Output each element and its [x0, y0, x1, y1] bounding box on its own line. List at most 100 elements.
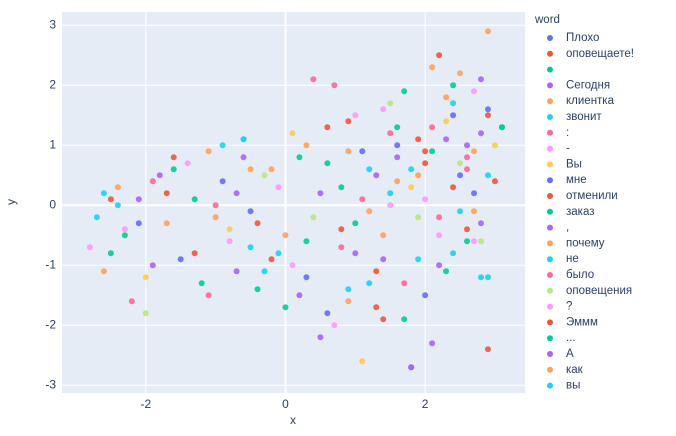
- point: [436, 232, 443, 239]
- legend-title: word: [534, 14, 560, 26]
- point: [114, 184, 121, 191]
- point: [247, 244, 254, 251]
- point: [268, 256, 275, 263]
- legend-marker: [547, 193, 553, 199]
- point: [415, 214, 422, 221]
- point: [429, 340, 436, 347]
- point: [387, 190, 394, 197]
- point: [345, 118, 352, 125]
- point: [387, 100, 394, 107]
- point: [247, 208, 254, 215]
- point: [205, 148, 212, 155]
- point: [484, 106, 491, 113]
- point: [471, 208, 478, 215]
- legend-label: Вы: [566, 158, 582, 170]
- point: [121, 232, 128, 239]
- point: [303, 142, 310, 149]
- legend-marker: [547, 240, 553, 247]
- point: [114, 202, 121, 209]
- point: [352, 220, 359, 227]
- point: [261, 172, 268, 179]
- legend-marker: [547, 303, 553, 310]
- y-tick-label: -1: [45, 257, 56, 271]
- point: [478, 238, 485, 245]
- y-axis-label: y: [4, 199, 18, 205]
- point: [429, 124, 436, 131]
- point: [415, 136, 422, 143]
- point: [205, 292, 212, 299]
- point: [415, 172, 422, 179]
- point: [443, 268, 450, 275]
- point: [86, 244, 93, 251]
- point: [429, 64, 436, 71]
- point: [261, 268, 268, 275]
- legend-label: клиентка: [566, 95, 615, 107]
- legend-marker: [547, 319, 553, 326]
- point: [289, 130, 296, 137]
- point: [387, 202, 394, 209]
- point: [491, 178, 498, 185]
- legend-label: Сегодня: [566, 79, 610, 91]
- point: [464, 226, 471, 233]
- legend-label: вы: [566, 380, 580, 392]
- point: [191, 250, 198, 257]
- legend-marker: [547, 161, 553, 168]
- point: [408, 364, 415, 371]
- point: [107, 196, 114, 203]
- point: [184, 160, 191, 167]
- point: [100, 268, 107, 275]
- point: [359, 196, 366, 203]
- point: [464, 166, 471, 173]
- point: [324, 124, 331, 131]
- point: [352, 250, 359, 257]
- point: [219, 142, 226, 149]
- point: [450, 82, 457, 89]
- y-tick-label: 3: [49, 17, 56, 31]
- point: [331, 322, 338, 329]
- legend-label: -: [566, 143, 570, 155]
- legend-marker: [547, 98, 553, 105]
- legend-marker: [547, 224, 553, 231]
- point: [275, 250, 282, 257]
- point: [240, 136, 247, 143]
- point: [373, 304, 380, 311]
- legend-label: заказ: [566, 206, 595, 218]
- point: [457, 172, 464, 179]
- legend-marker: [547, 82, 553, 89]
- point: [317, 190, 324, 197]
- point: [380, 232, 387, 239]
- point: [450, 112, 457, 119]
- legend-marker: [547, 366, 553, 373]
- point: [324, 310, 331, 317]
- point: [240, 154, 247, 161]
- point: [484, 346, 491, 353]
- x-tick-label: 2: [422, 397, 429, 411]
- legend-label: как: [566, 364, 584, 376]
- point: [359, 148, 366, 155]
- point: [135, 220, 142, 227]
- legend-label: звонит: [566, 111, 602, 123]
- point: [422, 160, 429, 167]
- point: [282, 304, 289, 311]
- point: [121, 226, 128, 233]
- point: [478, 76, 485, 83]
- x-axis-label: x: [290, 413, 296, 427]
- point: [247, 166, 254, 173]
- point: [394, 154, 401, 161]
- point: [450, 184, 457, 191]
- legend-label: оповещения: [566, 285, 632, 297]
- point: [380, 256, 387, 263]
- point: [275, 184, 282, 191]
- point: [93, 214, 100, 221]
- point: [296, 292, 303, 299]
- point: [471, 148, 478, 155]
- y-tick-label: 0: [49, 197, 56, 211]
- legend-label: :: [566, 127, 569, 139]
- point: [100, 190, 107, 197]
- point: [226, 238, 233, 245]
- point: [338, 184, 345, 191]
- point: [484, 274, 491, 281]
- point: [394, 178, 401, 185]
- point: [317, 334, 324, 341]
- legend-label: А: [566, 348, 574, 360]
